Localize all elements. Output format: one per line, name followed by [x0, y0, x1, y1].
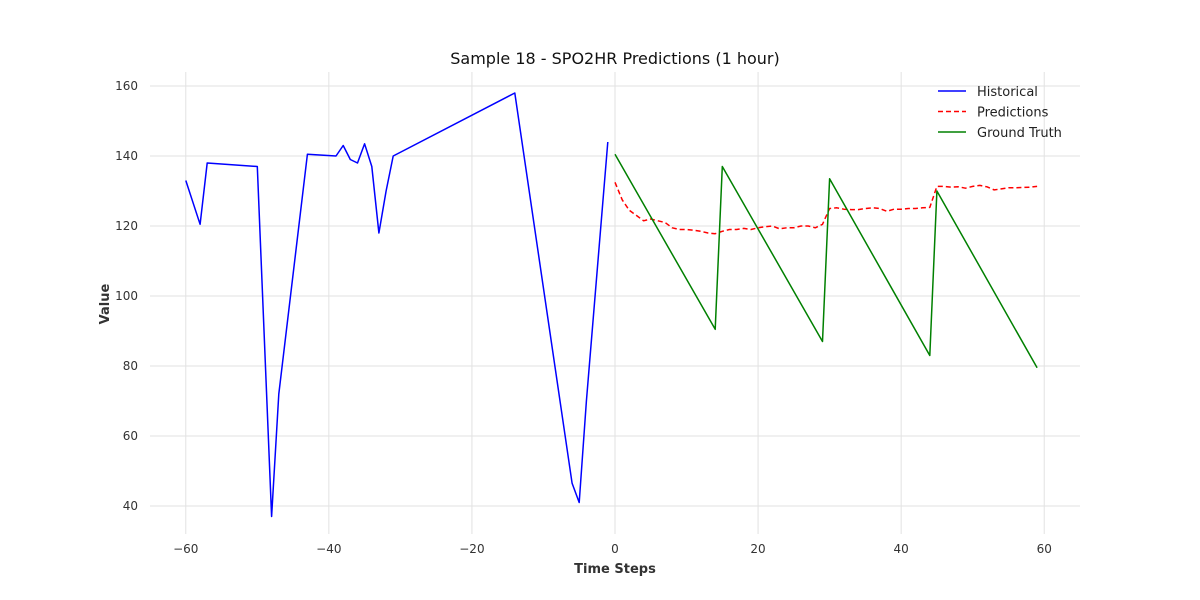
x-tick-label: 20 [750, 542, 765, 556]
y-tick-label: 160 [115, 79, 138, 93]
y-axis-title: Value [98, 283, 113, 324]
series-lines [185, 92, 1038, 518]
tick-labels: −60 −40 −20 0 20 40 60 40 60 80 100 120 140 160 [115, 79, 1052, 556]
y-tick-label: 40 [123, 499, 138, 513]
y-tick-label: 60 [123, 429, 138, 443]
x-tick-label: 40 [894, 542, 909, 556]
y-tick-label: 100 [115, 289, 138, 303]
grid [150, 72, 1080, 534]
chart-title: Sample 18 - SPO2HR Predictions (1 hour) [450, 49, 780, 68]
predictions-line [614, 182, 1038, 235]
x-tick-label: 0 [611, 542, 619, 556]
legend-label-ground-truth: Ground Truth [977, 126, 1062, 141]
y-tick-label: 140 [115, 149, 138, 163]
legend-label-historical: Historical [977, 85, 1038, 100]
x-tick-label: −20 [459, 542, 484, 556]
x-tick-label: −40 [316, 542, 341, 556]
x-tick-label: −60 [173, 542, 198, 556]
y-tick-label: 80 [123, 359, 138, 373]
x-axis-title: Time Steps [574, 562, 656, 577]
x-tick-label: 60 [1037, 542, 1052, 556]
historical-line [185, 92, 609, 518]
y-tick-label: 120 [115, 219, 138, 233]
ground-truth-line [614, 153, 1038, 369]
legend: Historical Predictions Ground Truth [938, 85, 1062, 141]
legend-label-predictions: Predictions [977, 106, 1049, 121]
